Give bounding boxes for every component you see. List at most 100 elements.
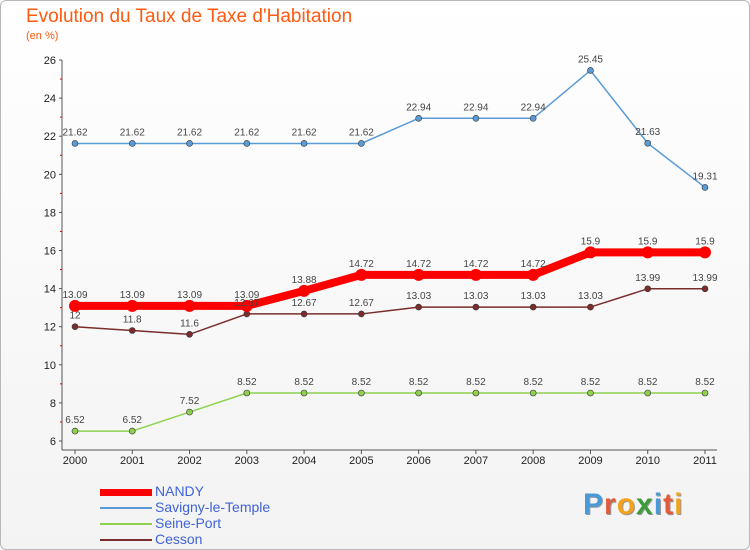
data-point — [415, 389, 422, 397]
data-point — [587, 303, 594, 311]
y-tick-label: 16 — [44, 246, 56, 258]
legend-swatch — [100, 523, 152, 525]
data-point — [128, 327, 136, 334]
data-label: 11.8 — [123, 315, 142, 326]
x-tick-label: 2007 — [464, 455, 488, 467]
legend-swatch — [100, 507, 152, 509]
data-label: 14.72 — [521, 259, 546, 270]
logo-letter: P — [583, 488, 605, 521]
x-tick-label: 2003 — [235, 455, 259, 467]
data-label: 22.94 — [463, 102, 488, 113]
y-tick-label: 20 — [44, 169, 56, 181]
data-point — [71, 323, 79, 331]
data-label: 13.99 — [635, 273, 660, 284]
series-line — [75, 392, 705, 432]
data-label: 13.09 — [62, 290, 87, 301]
data-label: 14.72 — [349, 259, 374, 270]
y-tick-label: 10 — [44, 360, 56, 372]
series-line — [74, 288, 705, 336]
data-label: 12.67 — [234, 298, 259, 309]
data-point — [186, 331, 193, 338]
data-label: 15.9 — [581, 236, 601, 247]
x-tick-label: 2002 — [177, 455, 201, 467]
series-line — [75, 248, 705, 310]
data-point — [415, 114, 422, 122]
data-label: 8.52 — [581, 377, 601, 388]
data-label: 7.52 — [180, 396, 200, 407]
data-label: 22.94 — [521, 102, 546, 113]
data-point — [355, 268, 368, 281]
data-label: 11.6 — [180, 318, 199, 329]
data-point — [529, 114, 537, 122]
data-point — [126, 299, 139, 312]
data-label: 8.52 — [466, 377, 486, 388]
data-label: 8.52 — [638, 377, 658, 388]
logo-letter: i — [653, 488, 664, 521]
data-label: 6.52 — [65, 415, 85, 426]
x-tick-label: 2005 — [349, 455, 373, 467]
data-point — [300, 310, 308, 318]
data-point — [186, 408, 193, 416]
data-label: 15.9 — [638, 236, 658, 247]
data-point — [128, 427, 136, 435]
legend-label: Seine-Port — [155, 515, 222, 531]
logo-letter: x — [636, 488, 654, 521]
data-point — [358, 140, 365, 147]
data-point — [469, 268, 482, 281]
data-label: 6.52 — [123, 415, 143, 426]
data-label: 13.09 — [120, 290, 145, 301]
data-label: 8.52 — [294, 377, 314, 388]
data-point — [243, 140, 251, 147]
logo-letter: i — [674, 488, 684, 521]
chart-title: Evolution du Taux de Taxe d'Habitation — [26, 6, 353, 27]
data-point — [529, 389, 537, 397]
data-point — [71, 140, 79, 147]
data-label: 25.45 — [578, 54, 603, 65]
data-label: 13.03 — [406, 291, 431, 302]
data-point — [472, 114, 480, 122]
x-tick-label: 2000 — [63, 455, 87, 467]
data-label: 13.09 — [177, 290, 202, 301]
data-point — [644, 139, 652, 147]
logo-letter: o — [616, 488, 637, 521]
data-label: 8.52 — [237, 377, 257, 388]
data-label: 12 — [69, 311, 81, 322]
data-label: 12.67 — [349, 298, 374, 309]
data-label: 13.99 — [692, 273, 717, 284]
legend-label: Cesson — [155, 531, 203, 547]
x-tick-label: 2009 — [578, 455, 602, 467]
data-point — [472, 389, 480, 397]
y-tick-label: 6 — [50, 436, 56, 448]
y-tick-label: 12 — [44, 322, 56, 334]
data-point — [699, 246, 711, 259]
data-label: 13.03 — [463, 291, 488, 302]
data-point — [587, 389, 594, 397]
data-point — [300, 140, 308, 147]
data-label: 8.52 — [523, 377, 543, 388]
legend-label: NANDY — [155, 483, 205, 499]
data-label: 12.67 — [292, 298, 317, 309]
data-label: 21.62 — [292, 127, 317, 138]
data-point — [186, 140, 193, 147]
data-label: 21.62 — [177, 127, 202, 138]
x-tick-label: 2010 — [635, 455, 659, 467]
data-label: 8.52 — [409, 377, 429, 388]
data-point — [701, 285, 709, 293]
y-tick-label: 14 — [44, 284, 56, 296]
data-point — [71, 427, 79, 435]
legend-swatch — [100, 539, 152, 541]
x-tick-label: 2008 — [521, 455, 545, 467]
legend-label: Savigny-le-Temple — [155, 499, 271, 515]
data-point — [358, 389, 365, 397]
data-point — [128, 140, 136, 147]
data-point — [587, 67, 594, 74]
data-point — [644, 285, 652, 293]
y-tick-label: 18 — [44, 207, 56, 219]
data-point — [701, 184, 709, 191]
data-point — [183, 299, 196, 312]
y-tick-label: 22 — [44, 131, 56, 143]
data-label: 19.31 — [692, 171, 717, 182]
data-point — [584, 246, 597, 259]
x-tick-label: 2011 — [693, 455, 717, 467]
data-point — [472, 303, 480, 311]
